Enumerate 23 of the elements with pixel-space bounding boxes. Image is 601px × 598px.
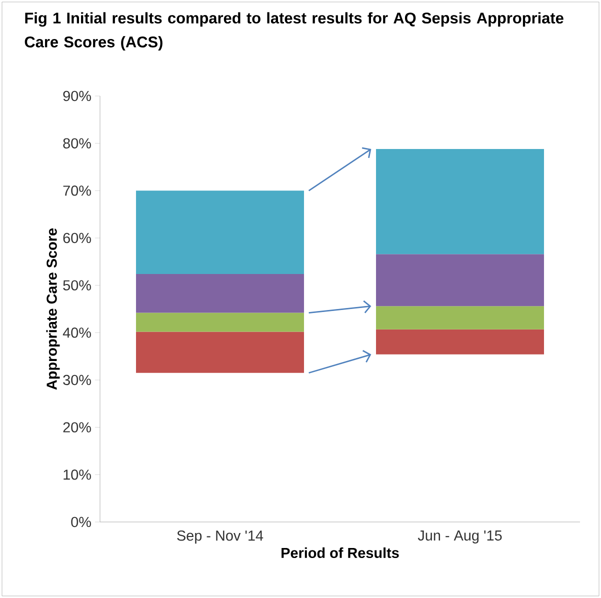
y-tick-label: 50% <box>63 280 91 290</box>
x-tick-label: Sep - Nov '14 <box>177 530 264 544</box>
y-tick-label: 60% <box>63 232 91 244</box>
bar <box>376 306 544 330</box>
bar <box>376 329 544 354</box>
y-tick-label: 20% <box>63 422 91 432</box>
bar <box>136 190 304 274</box>
x-axis-title: Period of Results <box>282 547 399 558</box>
y-tick-label: 0% <box>71 516 91 528</box>
y-tick-label: 80% <box>63 138 91 148</box>
y-axis-title: Appropriate Care Score <box>46 228 60 390</box>
bar <box>136 312 304 332</box>
y-tick-label: 10% <box>64 470 91 480</box>
y-tick-label: 90% <box>63 90 91 102</box>
x-tick-label: Jun - Aug '15 <box>418 530 502 544</box>
bar <box>376 149 544 254</box>
y-tick-label: 70% <box>63 186 91 196</box>
bar <box>376 254 544 306</box>
chart-title: Fig 1 Initial results compared to latest results for AQ Sepsis Appropriate Care Scores (ACS) <box>24 12 564 50</box>
bar <box>136 332 304 373</box>
y-tick-label: 30% <box>63 374 91 386</box>
bar <box>136 274 304 313</box>
y-tick-label: 40% <box>62 328 91 338</box>
